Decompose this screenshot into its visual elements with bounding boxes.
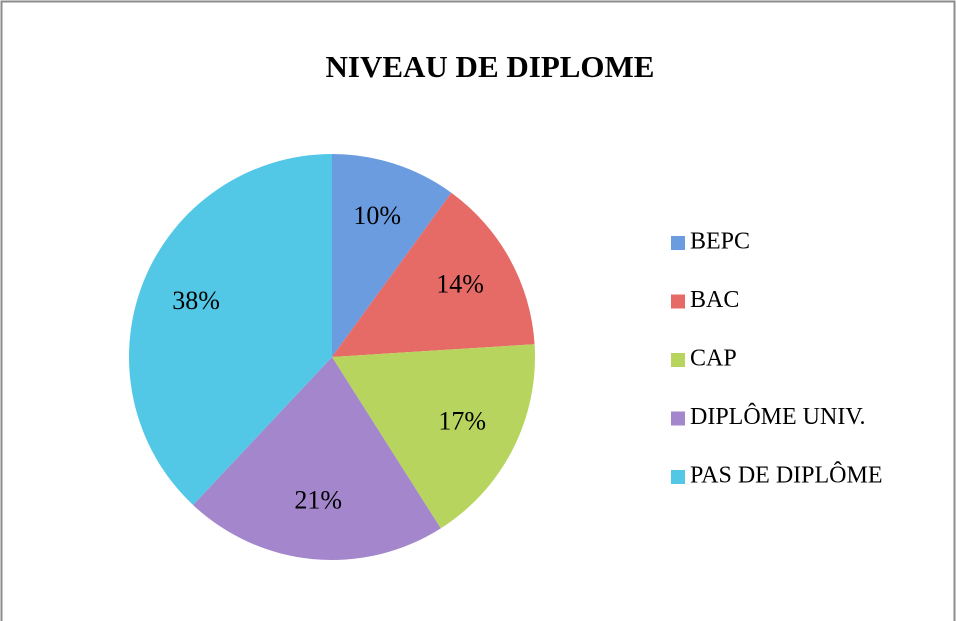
data-label: 38%: [172, 286, 220, 315]
legend-swatch: [671, 236, 685, 250]
legend-label: BEPC: [690, 229, 750, 255]
data-label: 10%: [353, 201, 401, 230]
pie-slice: [332, 154, 452, 357]
data-label: 14%: [436, 270, 484, 299]
legend-swatch: [671, 470, 685, 484]
pie-slice: [332, 344, 535, 529]
legend-label: PAS DE DIPLÔME: [690, 462, 882, 489]
data-label: 17%: [438, 406, 486, 435]
pie-slice: [332, 192, 535, 357]
legend-swatch: [671, 411, 685, 426]
data-label: 21%: [294, 485, 342, 514]
legend-label: CAP: [690, 346, 737, 372]
pie-slice: [129, 154, 332, 505]
legend-label: BAC: [690, 287, 739, 313]
pie-slice: [193, 357, 441, 560]
legend-label: DIPLÔME UNIV.: [690, 403, 866, 430]
legend-swatch: [671, 353, 685, 367]
legend-swatch: [671, 294, 685, 309]
chart-title: NIVEAU DE DIPLOME: [326, 49, 655, 84]
